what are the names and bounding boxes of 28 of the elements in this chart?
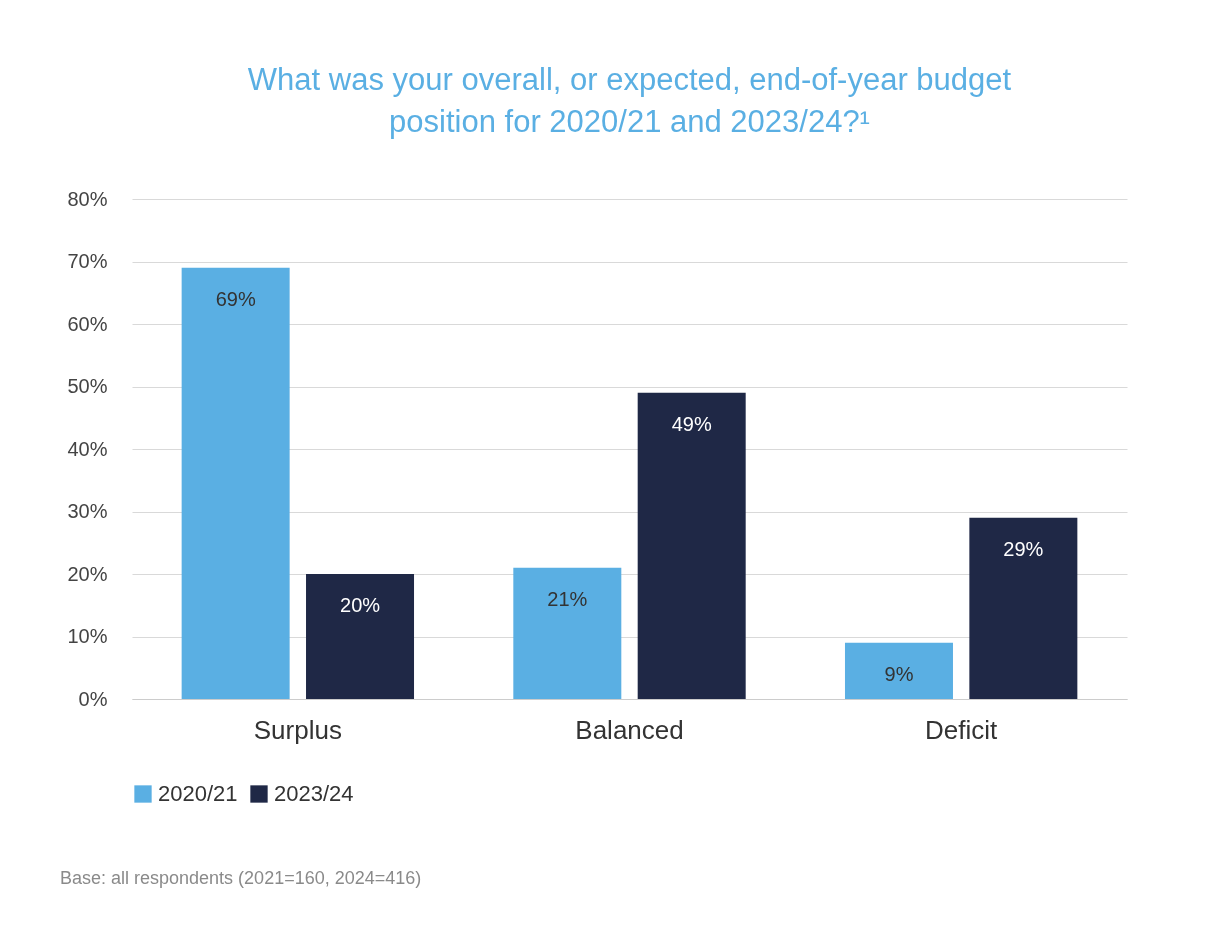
text: Base: all respondents (2021=160, 2024=416) [60,868,422,888]
chart-title: What was your overall, or expected, end-of-year budget position for 2020/21 and 2023/24?¹ [247,62,1012,139]
data-label: 49% [671,412,712,435]
legend-label: 2023/24 [274,781,354,806]
bar [637,392,746,699]
data-label: 69% [215,287,256,310]
y-tick-label: 60% [67,312,108,335]
y-tick-label: 70% [67,250,108,272]
bar [181,267,290,699]
x-tick-label: Balanced [575,714,684,745]
x-tick-label: Surplus [253,714,342,745]
data-label: 9% [884,662,914,685]
y-tick-label: 0% [78,687,108,710]
data-label: 20% [340,594,381,616]
y-tick-label: 80% [67,187,108,210]
y-tick-label: 40% [67,437,108,460]
y-tick-label: 10% [67,625,108,647]
data-label: 29% [1003,537,1044,560]
bar [306,574,415,699]
y-tick-label: 30% [67,500,108,522]
bar [969,517,1078,699]
y-tick-label: 20% [67,562,108,585]
bar [513,567,622,699]
bar [844,642,953,699]
x-tick-label: Deficit [925,714,999,745]
y-tick-label: 50% [67,375,108,397]
data-label: 21% [547,587,588,610]
legend-label: 2020/21 [158,781,238,806]
